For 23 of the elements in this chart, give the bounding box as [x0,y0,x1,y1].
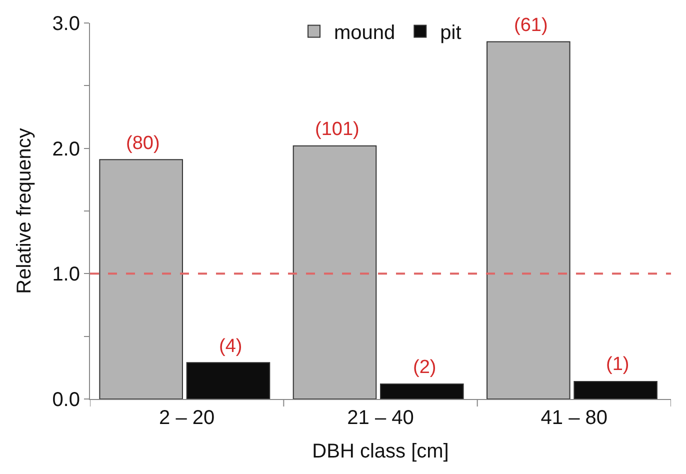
bar [380,383,464,399]
y-tick-label: 3.0 [52,13,80,35]
y-tick-label: 2.0 [52,138,80,160]
x-tick-label: 41 – 80 [540,407,608,429]
bar [99,159,183,399]
annotation: (61) [514,15,548,36]
annotation: (4) [219,336,242,357]
bar [486,41,570,399]
y-tick-label: 1.0 [52,264,80,286]
y-axis-title: Relative frequency [14,128,36,294]
annotation: (2) [413,357,436,378]
y-tick-label: 0.0 [52,389,80,411]
x-tick-label: 2 – 20 [159,407,215,429]
bar [574,380,658,399]
annotation: (1) [606,354,630,375]
x-axis-title: DBH class [cm] [312,440,449,462]
bar [186,362,270,399]
x-tick-label: 21 – 40 [347,407,414,429]
annotation: (80) [126,133,160,154]
bar [292,145,377,399]
legend-label: pit [440,22,462,44]
legend-label: mound [334,22,396,44]
annotation: (101) [315,119,360,140]
